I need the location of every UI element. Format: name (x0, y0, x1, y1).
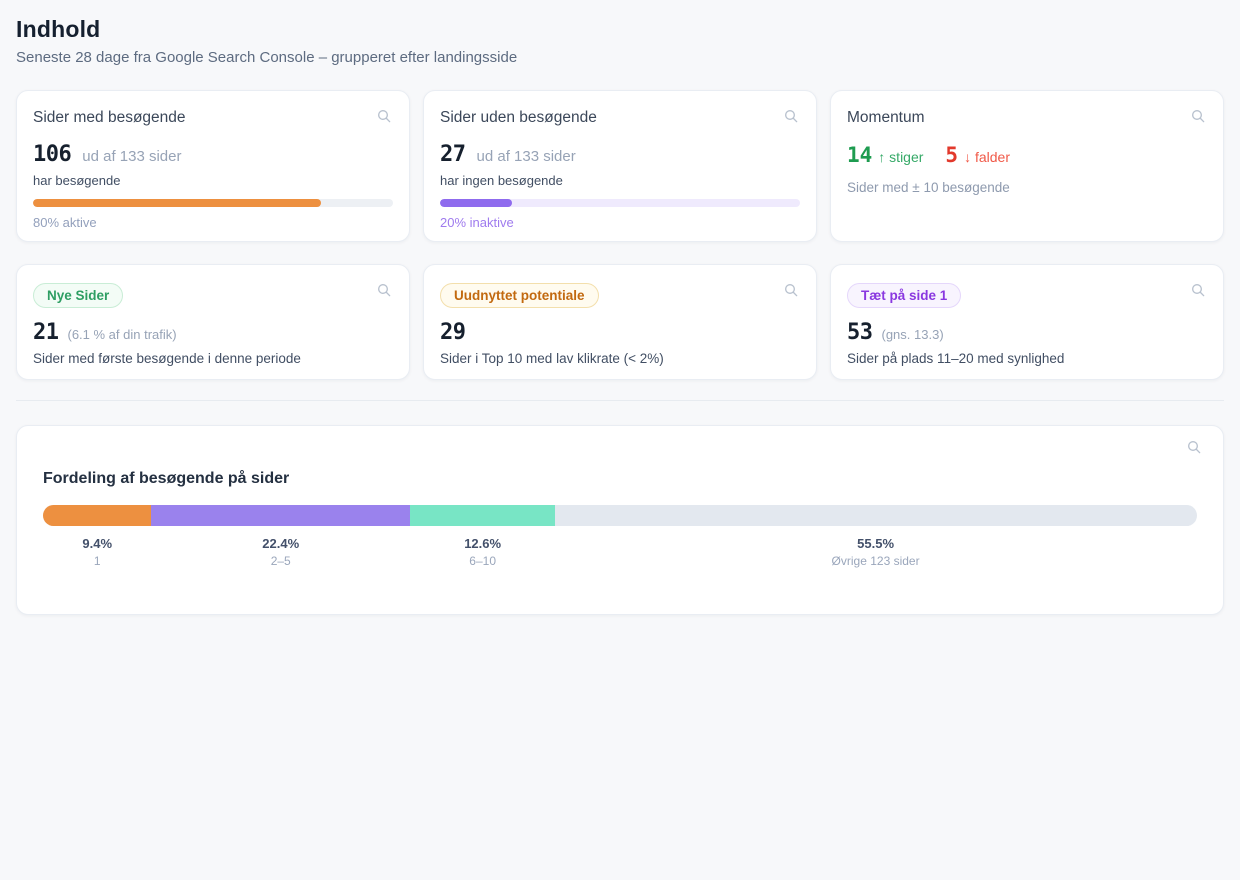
segment-category: 1 (93, 554, 101, 568)
badge-untapped-potential: Uudnyttet potentiale (440, 283, 599, 308)
kpi-desc: Sider på plads 11–20 med synlighed (847, 351, 1065, 366)
kpi-row-1: Sider med besøgende 106 ud af 133 sider … (16, 90, 1224, 242)
kpi-value-row: 106 ud af 133 sider (33, 142, 393, 167)
kpi-desc: har besøgende (33, 173, 121, 188)
card-momentum: Momentum 14 ↑ stiger 5 ↓ falder Sider me… (830, 90, 1224, 242)
kpi-desc: Sider med første besøgende i denne perio… (33, 351, 301, 366)
progress-label-active: 80% aktive (33, 215, 97, 230)
magnifier-icon[interactable] (375, 281, 393, 299)
page-subtitle: Seneste 28 dage fra Google Search Consol… (16, 49, 518, 66)
momentum-values-row: 14 ↑ stiger 5 ↓ falder (847, 143, 1207, 167)
distribution-label: 12.6% 6–10 (410, 536, 555, 568)
kpi-value: 53 (847, 320, 873, 345)
distribution-label: 9.4% 1 (43, 536, 151, 568)
progress-track-active (33, 199, 393, 207)
segment-category: Øvrige 123 sider (831, 554, 920, 568)
card-new-pages: Nye Sider 21 (6.1 % af din trafik) Sider… (16, 264, 410, 380)
progress-track-inactive (440, 199, 800, 207)
momentum-falling-value: 5 (945, 143, 959, 167)
segment-percentage: 55.5% (857, 536, 895, 551)
card-untapped-potential: Uudnyttet potentiale 29 Sider i Top 10 m… (423, 264, 817, 380)
kpi-value: 21 (33, 320, 59, 345)
kpi-value-row: 29 (440, 320, 800, 345)
kpi-value: 106 (33, 142, 72, 167)
progress-fill-inactive (440, 199, 512, 207)
card-visitor-distribution: Fordeling af besøgende på sider 9.4% 1 2… (16, 425, 1224, 615)
magnifier-icon[interactable] (782, 107, 800, 125)
distribution-segment-position-6-10 (409, 505, 556, 526)
progress-fill-active (33, 199, 321, 207)
card-near-page-one: Tæt på side 1 53 (gns. 13.3) Sider på pl… (830, 264, 1224, 380)
distribution-segment-position-1 (43, 505, 152, 526)
distribution-segment-position-2-5 (151, 505, 410, 526)
kpi-note: (gns. 13.3) (881, 327, 944, 342)
card-title: Momentum (847, 109, 925, 126)
distribution-title: Fordeling af besøgende på sider (43, 470, 290, 487)
segment-category: 2–5 (270, 554, 291, 568)
card-pages-without-visitors: Sider uden besøgende 27 ud af 133 sider … (423, 90, 817, 242)
magnifier-icon[interactable] (375, 107, 393, 125)
segment-category: 6–10 (469, 554, 496, 568)
badge-near-page-one: Tæt på side 1 (847, 283, 962, 308)
kpi-value-row: 27 ud af 133 sider (440, 142, 800, 167)
distribution-label: 22.4% 2–5 (151, 536, 409, 568)
segment-percentage: 9.4% (82, 536, 113, 551)
badge-new-pages: Nye Sider (33, 283, 124, 308)
section-divider (16, 400, 1224, 401)
kpi-desc: har ingen besøgende (440, 173, 563, 188)
kpi-value: 29 (440, 320, 466, 345)
distribution-labels-row: 9.4% 1 22.4% 2–5 12.6% 6–10 55.5% Øvrige… (43, 536, 1197, 568)
momentum-falling-label: ↓ falder (964, 149, 1010, 165)
magnifier-icon[interactable] (1189, 281, 1207, 299)
kpi-desc: Sider i Top 10 med lav klikrate (< 2%) (440, 351, 664, 366)
kpi-total-label: ud af 133 sider (82, 148, 182, 165)
kpi-value-row: 21 (6.1 % af din trafik) (33, 320, 393, 345)
page-title: Indhold (16, 16, 101, 42)
content-dashboard: Indhold Seneste 28 dage fra Google Searc… (16, 16, 1224, 615)
kpi-row-2: Nye Sider 21 (6.1 % af din trafik) Sider… (16, 264, 1224, 380)
segment-percentage: 12.6% (464, 536, 502, 551)
card-title: Sider uden besøgende (440, 109, 597, 126)
kpi-value-row: 53 (gns. 13.3) (847, 320, 1207, 345)
kpi-value: 27 (440, 142, 466, 167)
momentum-rising-label: ↑ stiger (878, 149, 924, 165)
card-pages-with-visitors: Sider med besøgende 106 ud af 133 sider … (16, 90, 410, 242)
kpi-note: (6.1 % af din trafik) (67, 327, 177, 342)
distribution-label: 55.5% Øvrige 123 sider (555, 536, 1195, 568)
distribution-stacked-bar (43, 505, 1197, 526)
momentum-desc: Sider med ± 10 besøgende (847, 180, 1010, 195)
magnifier-icon[interactable] (782, 281, 800, 299)
kpi-total-label: ud af 133 sider (476, 148, 576, 165)
card-title: Sider med besøgende (33, 109, 186, 126)
momentum-rising-value: 14 (847, 143, 873, 167)
magnifier-icon[interactable] (1189, 107, 1207, 125)
progress-label-inactive: 20% inaktive (440, 215, 514, 230)
distribution-segment-other (555, 505, 1196, 526)
segment-percentage: 22.4% (262, 536, 300, 551)
magnifier-icon[interactable] (1185, 438, 1203, 456)
